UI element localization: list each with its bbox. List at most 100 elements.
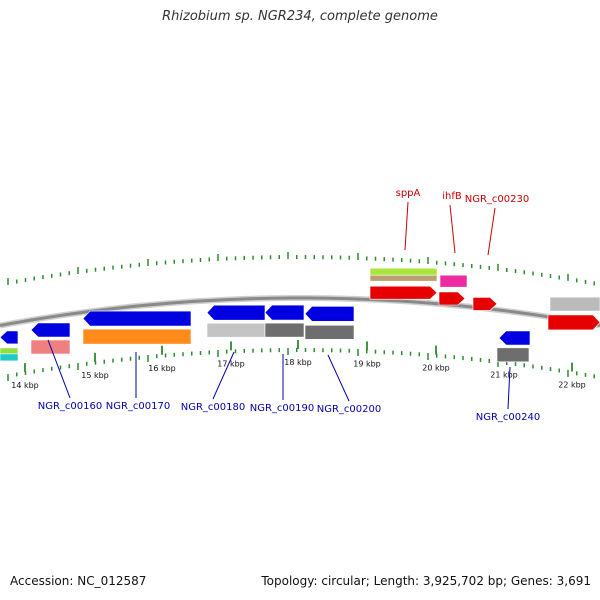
gene-bar-NGR_c00240[interactable] [496,347,530,363]
gene-bar-NGR_c00190[interactable] [264,322,305,338]
tick-mark-outer [173,259,175,264]
tick-mark-outer [593,281,595,286]
tick-major [161,345,163,355]
map-title: Rhizobium sp. NGR234, complete genome [162,9,438,24]
gene-arrow-sppA[interactable] [369,285,438,300]
gene-label-reverse[interactable]: NGR_c00170 [106,401,171,412]
tick-mark-outer [217,254,219,261]
tick-mark-inner [243,348,245,353]
tick-mark-inner [103,359,105,364]
tick-mark-inner [567,369,569,377]
gene-label-reverse[interactable]: NGR_c00190 [250,403,315,414]
tick-mark-outer [208,257,210,262]
gene-bar-edge-right[interactable] [549,296,600,312]
accession-label: Accession: NC_012587 [10,574,147,588]
tick-mark-outer [243,255,245,260]
tick-label: 19 kbp [353,359,381,368]
tick-mark-outer [418,259,420,264]
tick-mark-inner [313,348,315,353]
gene-bar-sppA-bottom[interactable] [369,274,438,282]
genome-summary: Topology: circular; Length: 3,925,702 bp… [261,574,591,588]
gene-bar-ihfB[interactable] [439,274,468,288]
gene-bar-NGR_c00200[interactable] [304,324,355,340]
tick-mark-inner [418,352,420,357]
tick-mark-inner [488,358,490,363]
gene-arrow-NGR_c00180[interactable] [206,304,266,321]
gene-bar-edge-left-top[interactable] [0,347,19,355]
leader-line-forward [487,207,496,256]
tick-mark-outer [497,263,499,271]
gene-bar-edge-left-bottom[interactable] [0,353,19,362]
tick-mark-outer [86,268,88,273]
tick-mark-outer [549,274,552,279]
tick-mark-outer [103,266,105,271]
tick-mark-inner [436,353,438,358]
leader-line-reverse [212,351,235,400]
tick-mark-outer [138,262,140,267]
tick-mark-inner [182,352,184,357]
gene-arrow-ihfB[interactable] [438,291,466,306]
tick-mark-inner [541,365,543,370]
tick-mark-outer [129,263,132,268]
gene-label-forward[interactable]: ihfB [442,191,462,202]
tick-mark-outer [112,265,114,270]
tick-mark-inner [252,348,254,353]
gene-arrow-NGR_c00240[interactable] [498,330,531,346]
tick-mark-inner [462,356,464,361]
tick-mark-inner [558,368,560,373]
gene-arrow-edge-right[interactable] [547,314,600,331]
tick-label: 21 kbp [490,371,518,380]
leader-line-forward [449,204,456,254]
tick-mark-outer [94,267,97,272]
tick-mark-outer [576,278,578,283]
tick-mark-inner [409,351,412,356]
tick-label: 14 kbp [11,381,39,390]
gene-bar-NGR_c00180[interactable] [206,322,266,338]
tick-mark-inner [532,364,534,369]
tick-mark-inner [366,349,368,354]
tick-mark-outer [156,261,158,266]
tick-mark-outer [24,278,27,282]
tick-mark-inner [42,368,44,373]
tick-mark-inner [331,348,333,353]
genome-backbone [0,296,600,327]
gene-arrow-NGR_c00170[interactable] [82,310,192,327]
tick-mark-outer [444,261,447,266]
tick-mark-outer [313,255,315,260]
gene-bar-sppA-top[interactable] [369,267,438,276]
gene-label-forward[interactable]: NGR_c00230 [465,194,530,205]
tick-mark-outer [234,256,237,261]
tick-mark-outer [374,256,377,261]
tick-mark-outer [453,262,455,267]
tick-mark-outer [357,253,359,260]
tick-mark-outer [164,260,167,265]
gene-label-forward[interactable]: sppA [396,188,421,199]
tick-mark-inner [51,366,53,371]
tick-label: 22 kbp [558,381,586,390]
tick-mark-outer [121,264,123,269]
gene-label-reverse[interactable]: NGR_c00240 [476,412,541,423]
tick-mark-outer [558,275,560,280]
tick-major [230,341,232,351]
gene-label-reverse[interactable]: NGR_c00180 [181,402,246,413]
gene-arrow-NGR_c00190[interactable] [264,304,305,321]
tick-mark-inner [339,348,342,353]
gene-label-reverse[interactable]: NGR_c00160 [38,401,103,412]
tick-mark-outer [348,255,350,260]
tick-major [24,363,26,373]
tick-major [435,345,437,355]
tick-mark-inner [497,359,499,367]
tick-mark-outer [182,259,184,264]
tick-mark-outer [331,255,333,260]
leader-line-reverse [507,366,511,410]
tick-mark-outer [462,263,464,268]
gene-label-reverse[interactable]: NGR_c00200 [317,404,382,415]
gene-arrow-NGR_c00160[interactable] [30,322,71,338]
gene-arrow-NGR_c00200[interactable] [304,305,355,322]
gene-bar-NGR_c00170[interactable] [82,328,192,345]
gene-arrow-edge-left[interactable] [0,330,19,345]
tick-mark-outer [541,272,543,277]
gene-arrow-NGR_c00230[interactable] [472,297,498,311]
leader-line-reverse [327,354,350,402]
